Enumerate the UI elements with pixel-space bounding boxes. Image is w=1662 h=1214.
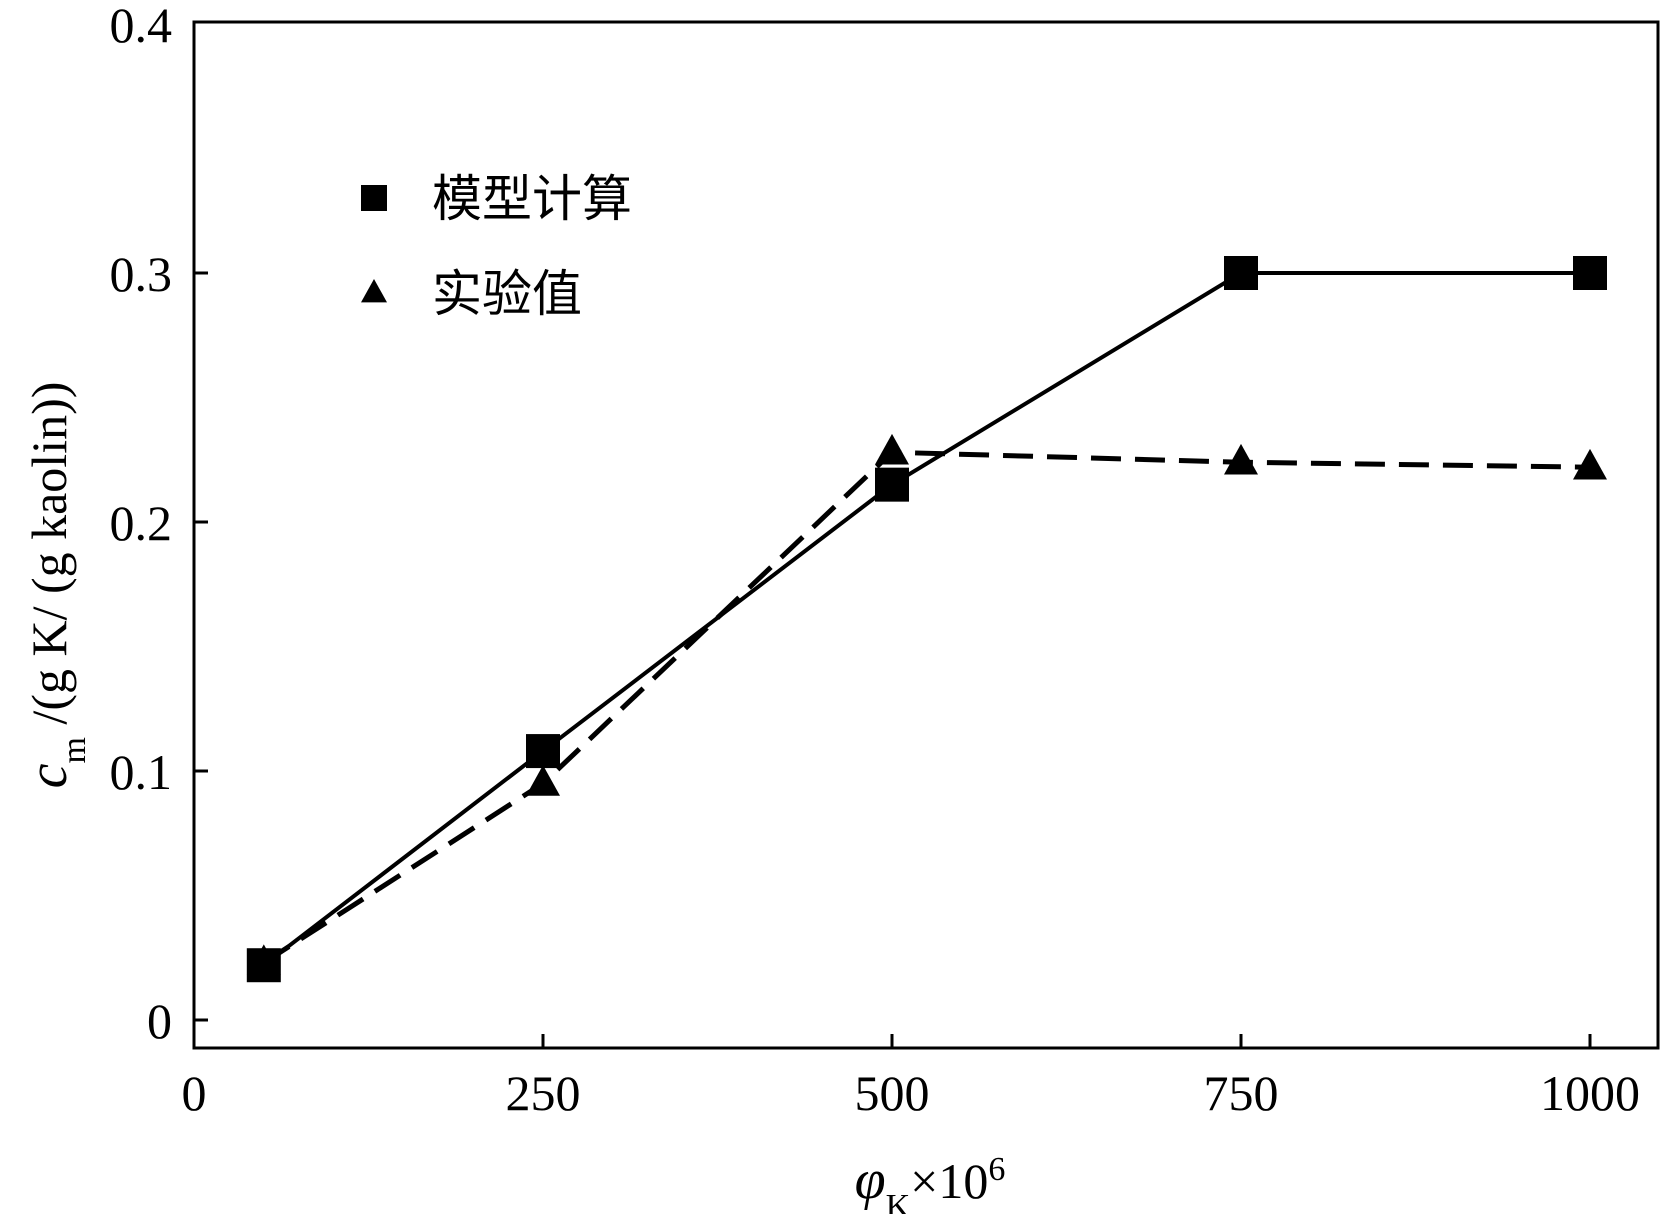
square-marker	[526, 734, 560, 769]
legend-triangle-marker	[361, 278, 387, 303]
y-tick-label: 0.1	[110, 744, 173, 800]
x-axis-ticks: 0 250 500 750 1000	[182, 1034, 1640, 1121]
y-tick-label: 0.4	[110, 0, 173, 53]
series-line-1	[262, 271, 1590, 967]
square-marker	[246, 948, 281, 983]
square-marker	[1224, 256, 1258, 290]
legend-label: 模型计算	[432, 170, 632, 228]
triangle-marker	[526, 765, 560, 796]
legend-label: 实验值	[432, 265, 582, 323]
triangle-marker	[1573, 448, 1607, 480]
triangle-marker	[1224, 443, 1258, 475]
series-markers	[246, 256, 1607, 983]
x-tick-label: 500	[855, 1065, 930, 1121]
y-axis-ticks: 0 0.1 0.2 0.3 0.4	[110, 0, 208, 1049]
x-tick-label: 1000	[1540, 1065, 1640, 1121]
triangle-marker	[875, 433, 909, 465]
square-marker	[875, 467, 909, 502]
series-line-2	[262, 449, 1591, 965]
x-tick-label: 250	[506, 1065, 581, 1121]
x-tick-label: 0	[182, 1065, 207, 1121]
legend-item-1: 模型计算	[361, 170, 632, 228]
legend-square-marker	[361, 185, 387, 211]
y-tick-label: 0.3	[110, 246, 173, 302]
plot-frame	[192, 20, 1660, 1050]
series-lines	[262, 271, 1591, 967]
square-marker	[1573, 256, 1607, 290]
x-axis-label: φK×106	[855, 1149, 1006, 1214]
y-tick-label: 0	[147, 993, 172, 1049]
x-tick-label: 750	[1204, 1065, 1279, 1121]
y-tick-label: 0.2	[110, 495, 173, 551]
y-axis-label: cm /(g K/ (g kaolin))	[17, 382, 93, 789]
legend-item-2: 实验值	[361, 265, 582, 323]
